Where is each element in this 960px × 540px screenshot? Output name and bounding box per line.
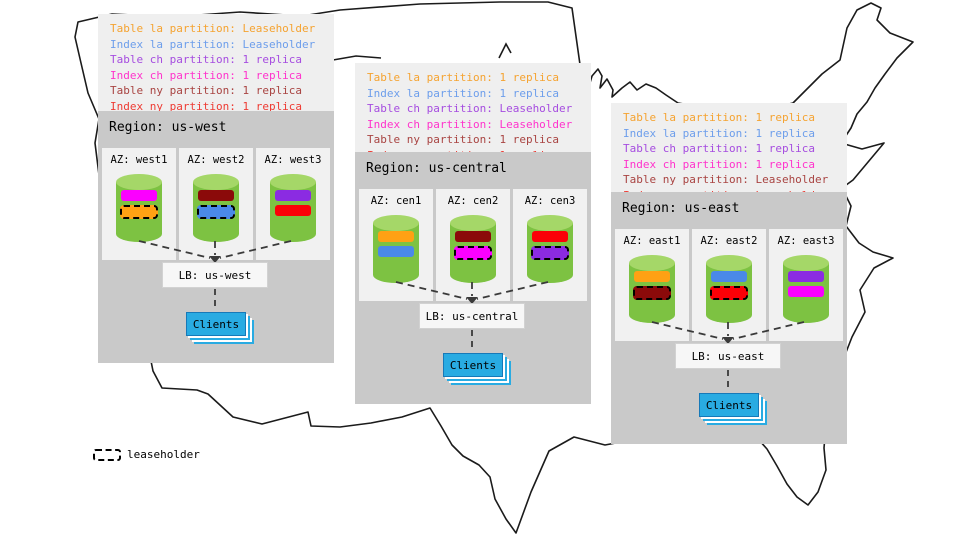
az-panel-cen3: AZ: cen3 [513, 189, 587, 301]
clients-box-us-east: Clients [699, 393, 759, 417]
partition-bar-index-ny-leaseholder [710, 286, 748, 300]
database-cylinder-icon [372, 214, 420, 284]
partition-info-line: Table ny partition: 1 replica [110, 84, 303, 97]
partition-info-line: Table la partition: Leaseholder [110, 22, 316, 35]
partition-info-us-west: Table la partition: Leaseholder Index la … [98, 14, 334, 113]
az-label: AZ: west3 [264, 154, 322, 166]
region-box-us-central: Region: us-central AZ: cen1 AZ: cen2 [355, 152, 591, 404]
partition-bar-table-la [378, 231, 414, 242]
az-row: AZ: west1 AZ: west2 [102, 148, 330, 260]
partition-bar-index-la-leaseholder [197, 205, 235, 219]
az-panel-east1: AZ: east1 [615, 229, 689, 341]
az-label: AZ: east1 [623, 235, 681, 247]
partition-info-line: Table la partition: 1 replica [623, 111, 816, 124]
partition-bar-table-ch-leaseholder [531, 246, 569, 260]
load-balancer-us-east: LB: us-east [675, 343, 781, 369]
partition-bar-table-ny [455, 231, 491, 242]
partition-bars [782, 271, 830, 297]
az-label: AZ: east2 [700, 235, 758, 247]
leaseholder-swatch-icon [93, 448, 121, 461]
partition-bar-index-ch-leaseholder [454, 246, 492, 260]
map-detail-line [332, 55, 382, 61]
database-cylinder-icon [782, 254, 830, 324]
partition-info-line: Index ch partition: 1 replica [623, 157, 816, 171]
az-panel-cen2: AZ: cen2 [436, 189, 510, 301]
database-cylinder-icon [705, 254, 753, 324]
partition-bar-table-la-leaseholder [120, 205, 158, 219]
az-row: AZ: cen1 AZ: cen2 [359, 189, 587, 301]
az-panel-east3: AZ: east3 [769, 229, 843, 341]
partition-info-line: Table ch partition: 1 replica [110, 53, 303, 66]
az-label: AZ: west2 [187, 154, 245, 166]
az-row: AZ: east1 AZ: east2 [615, 229, 843, 341]
leaseholder-legend: leaseholder [93, 448, 200, 461]
partition-info-line: Table ch partition: Leaseholder [367, 102, 573, 115]
database-cylinder-icon [526, 214, 574, 284]
region-group-us-east: Table la partition: 1 replica Index la pa… [611, 103, 847, 444]
load-balancer-us-central: LB: us-central [419, 303, 525, 329]
database-cylinder-icon [628, 254, 676, 324]
az-panel-cen1: AZ: cen1 [359, 189, 433, 301]
region-title: Region: us-west [109, 120, 227, 135]
partition-info-line: Table ny partition: 1 replica [367, 133, 560, 146]
partition-info-line: Index la partition: 1 replica [367, 86, 560, 100]
az-panel-west3: AZ: west3 [256, 148, 330, 260]
database-cylinder-icon [269, 173, 317, 243]
partition-info-line: Table ny partition: Leaseholder [623, 173, 829, 186]
partition-bar-table-ch [788, 271, 824, 282]
partition-bar-table-ny-leaseholder [633, 286, 671, 300]
region-group-us-central: Table la partition: 1 replica Index la pa… [355, 63, 591, 404]
partition-info-line: Index ch partition: Leaseholder [367, 117, 573, 131]
partition-bars [628, 271, 676, 300]
partition-bars [192, 190, 240, 219]
region-group-us-west: Table la partition: Leaseholder Index la … [98, 14, 334, 363]
region-title: Region: us-east [622, 201, 740, 216]
az-label: AZ: east3 [777, 235, 835, 247]
partition-bars [705, 271, 753, 300]
az-label: AZ: cen3 [524, 195, 576, 207]
region-box-us-west: Region: us-west AZ: west1 AZ: west2 [98, 111, 334, 363]
clients-box-us-west: Clients [186, 312, 246, 336]
partition-bar-index-ch [121, 190, 157, 201]
partition-bar-index-la [378, 246, 414, 257]
lake-notch [498, 42, 512, 59]
partition-bars [526, 231, 574, 260]
partition-bar-table-ch [275, 190, 311, 201]
az-label: AZ: west1 [110, 154, 168, 166]
database-cylinder-icon [115, 173, 163, 243]
partition-info-us-central: Table la partition: 1 replica Index la pa… [355, 63, 591, 162]
leaseholder-legend-label: leaseholder [127, 448, 200, 461]
region-title: Region: us-central [366, 161, 507, 176]
az-label: AZ: cen1 [370, 195, 422, 207]
clients-box-us-central: Clients [443, 353, 503, 377]
az-label: AZ: cen2 [447, 195, 499, 207]
partition-bar-index-ny [532, 231, 568, 242]
partition-bars [449, 231, 497, 260]
partition-bars [372, 231, 420, 257]
partition-bar-index-la [711, 271, 747, 282]
partition-bars [115, 190, 163, 219]
partition-bar-index-ny [275, 205, 311, 216]
partition-info-line: Table ch partition: 1 replica [623, 142, 816, 155]
partition-info-line: Index ch partition: 1 replica [110, 68, 303, 82]
partition-info-line: Index ny partition: 1 replica [110, 99, 303, 113]
database-cylinder-icon [449, 214, 497, 284]
az-panel-west2: AZ: west2 [179, 148, 253, 260]
partition-bar-index-ch [788, 286, 824, 297]
database-cylinder-icon [192, 173, 240, 243]
partition-bars [269, 190, 317, 216]
partition-info-line: Table la partition: 1 replica [367, 71, 560, 84]
partition-bar-table-ny [198, 190, 234, 201]
load-balancer-us-west: LB: us-west [162, 262, 268, 288]
partition-bar-table-la [634, 271, 670, 282]
region-box-us-east: Region: us-east AZ: east1 AZ: east2 [611, 192, 847, 444]
az-panel-west1: AZ: west1 [102, 148, 176, 260]
partition-info-line: Index la partition: 1 replica [623, 126, 816, 140]
partition-info-line: Index la partition: Leaseholder [110, 37, 316, 51]
az-panel-east2: AZ: east2 [692, 229, 766, 341]
partition-info-us-east: Table la partition: 1 replica Index la pa… [611, 103, 847, 202]
